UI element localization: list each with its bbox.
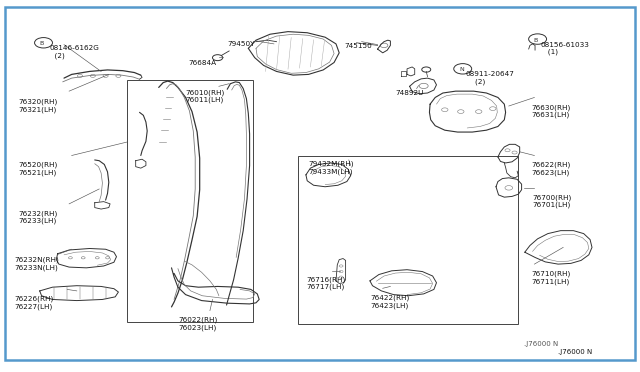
Text: 08146-6162G
  (2): 08146-6162G (2) [50, 45, 100, 59]
Text: 76710(RH)
76711(LH): 76710(RH) 76711(LH) [531, 271, 570, 285]
Text: 76622(RH)
76623(LH): 76622(RH) 76623(LH) [531, 162, 570, 176]
Text: 08156-61033
   (1): 08156-61033 (1) [541, 42, 589, 55]
Text: 745150: 745150 [344, 43, 372, 49]
Text: 08911-20647
    (2): 08911-20647 (2) [466, 71, 515, 85]
Text: .J76000 N: .J76000 N [558, 349, 593, 355]
Text: 76520(RH)
76521(LH): 76520(RH) 76521(LH) [18, 162, 57, 176]
Text: 76700(RH)
76701(LH): 76700(RH) 76701(LH) [532, 194, 572, 208]
Text: 74892U: 74892U [396, 90, 424, 96]
Text: 76232(RH)
76233(LH): 76232(RH) 76233(LH) [18, 210, 57, 224]
Text: 76320(RH)
76321(LH): 76320(RH) 76321(LH) [18, 99, 57, 113]
Text: N: N [459, 67, 463, 73]
Bar [298, 156, 518, 324]
Text: 76022(RH)
76023(LH): 76022(RH) 76023(LH) [178, 317, 217, 331]
Text: 76630(RH)
76631(LH): 76630(RH) 76631(LH) [531, 104, 570, 118]
Text: 76716(RH)
76717(LH): 76716(RH) 76717(LH) [306, 276, 345, 290]
Bar [127, 80, 253, 322]
Text: 79450Y: 79450Y [227, 41, 255, 47]
Text: B: B [40, 41, 44, 46]
Text: 76422(RH)
76423(LH): 76422(RH) 76423(LH) [370, 295, 409, 309]
Text: 76010(RH)
76011(LH): 76010(RH) 76011(LH) [186, 89, 225, 103]
Text: B: B [534, 38, 538, 43]
Text: 76226(RH)
76227(LH): 76226(RH) 76227(LH) [14, 296, 53, 310]
Text: 79432M(RH)
79433M(LH): 79432M(RH) 79433M(LH) [308, 161, 354, 175]
Text: 76232N(RH)
76233N(LH): 76232N(RH) 76233N(LH) [14, 257, 59, 271]
Text: .J76000 N: .J76000 N [524, 341, 558, 347]
Text: 76684A: 76684A [189, 60, 217, 65]
